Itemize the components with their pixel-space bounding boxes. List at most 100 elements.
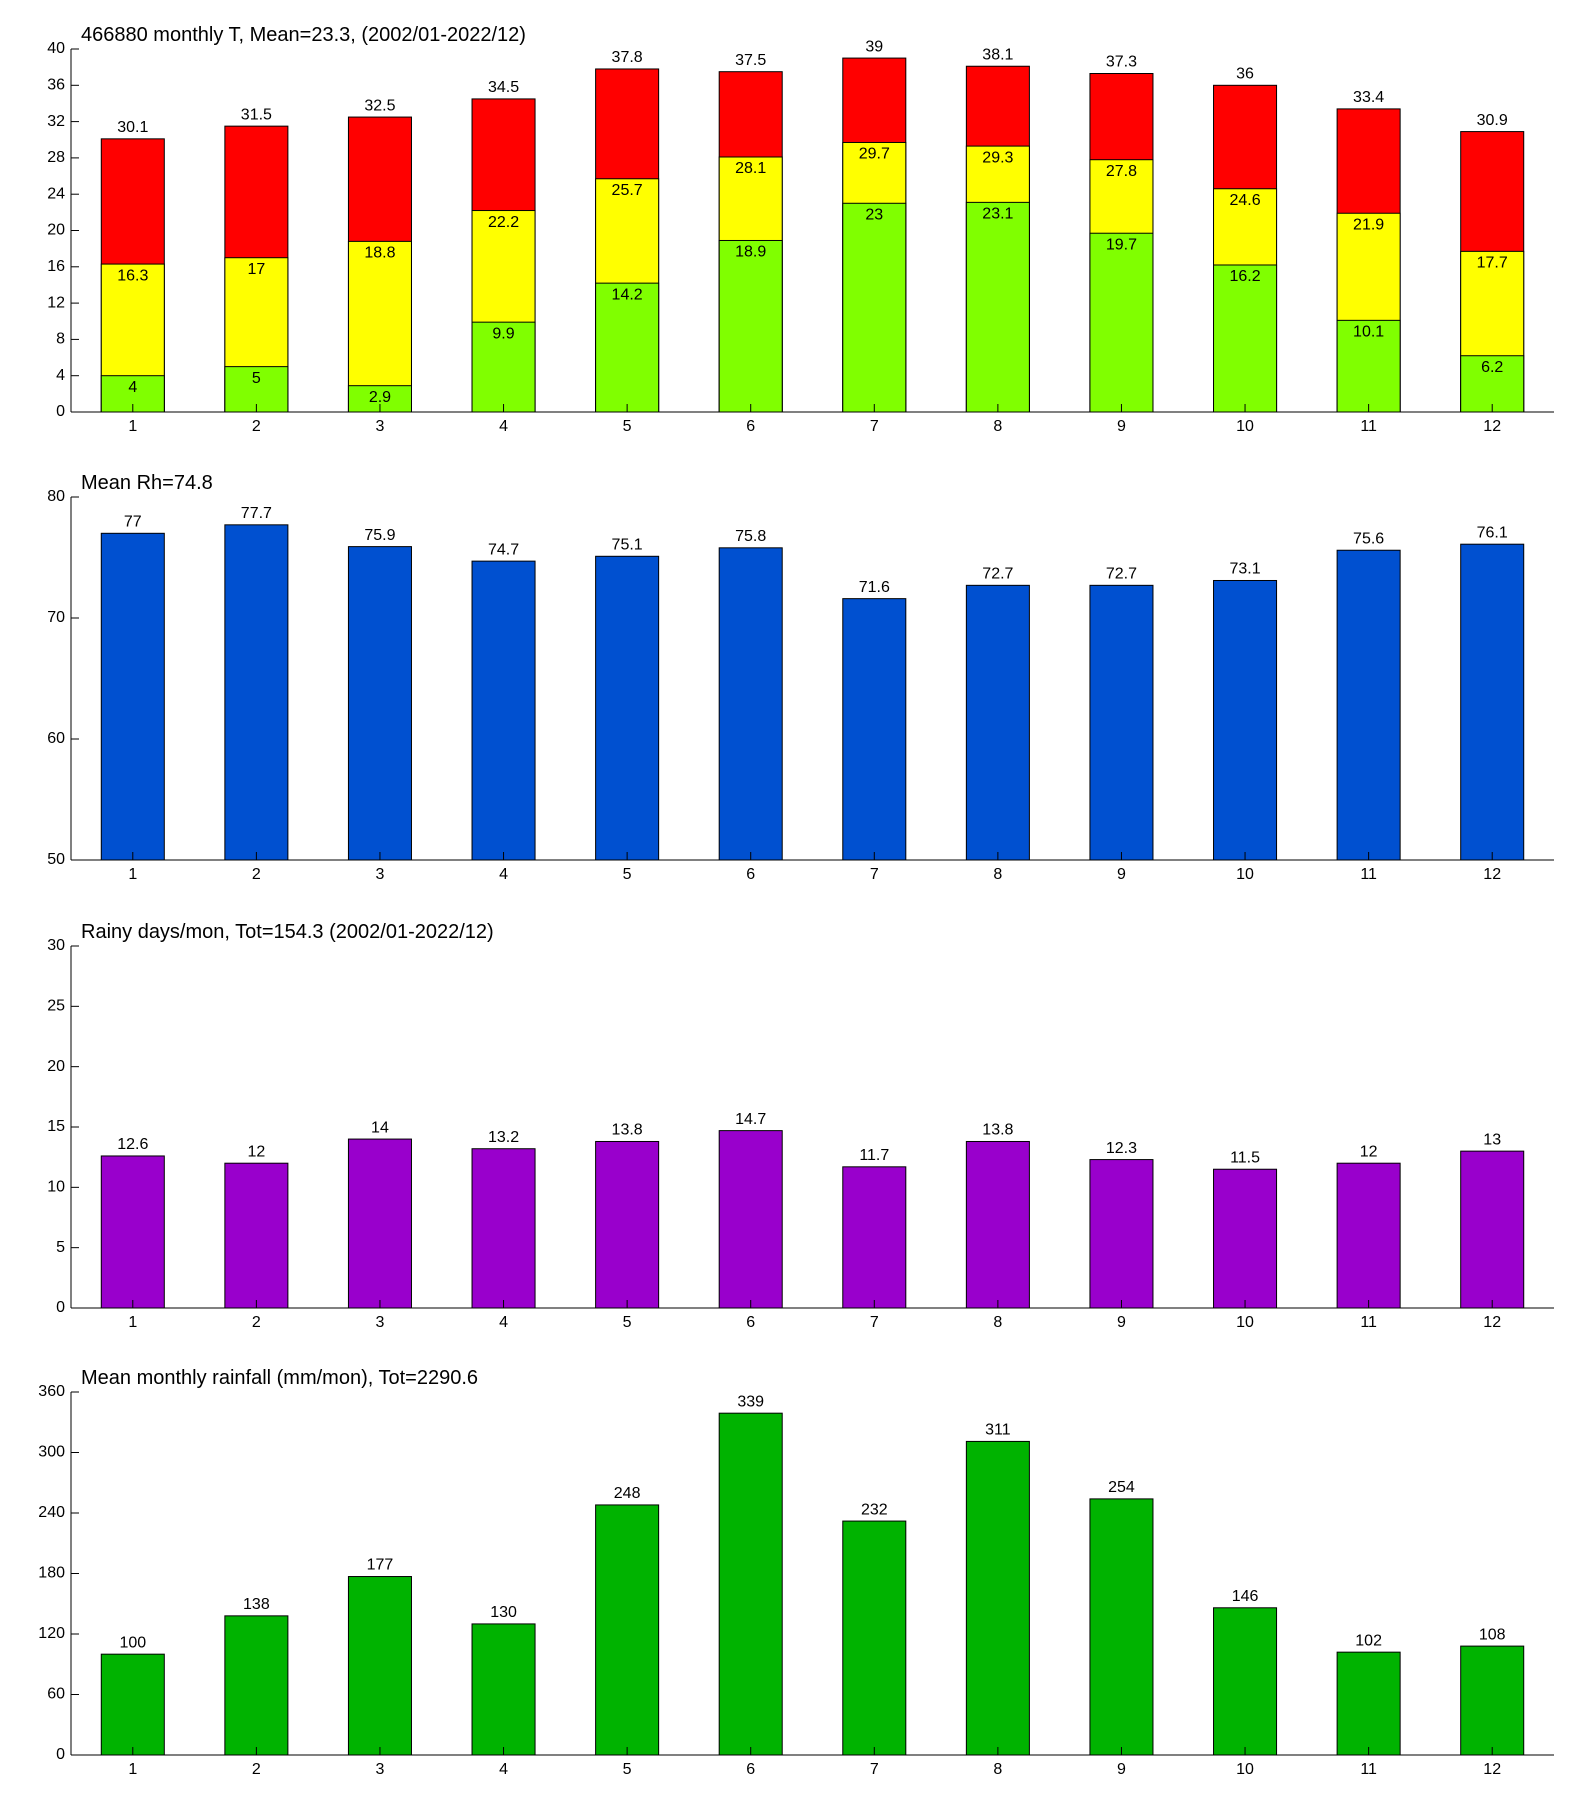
data-label: 232: [861, 1501, 888, 1518]
data-label: 339: [737, 1393, 764, 1410]
x-tick-label: 6: [746, 1761, 755, 1778]
x-tick-label: 7: [870, 1314, 879, 1331]
data-label: 72.7: [982, 566, 1013, 583]
chart-title: Mean monthly rainfall (mm/mon), Tot=2290…: [81, 1367, 478, 1389]
x-tick-label: 2: [252, 1761, 261, 1778]
data-label: 36: [1236, 66, 1254, 83]
data-label: 11.7: [859, 1147, 889, 1164]
data-label: 13: [1483, 1131, 1501, 1148]
y-tick-label: 25: [47, 998, 65, 1015]
bar: [100, 532, 165, 861]
data-label: 75.8: [735, 528, 766, 545]
data-label: 74.7: [488, 541, 519, 558]
y-tick-label: 60: [47, 730, 65, 747]
x-tick-label: 8: [993, 866, 1002, 883]
data-label: 254: [1108, 1479, 1135, 1496]
x-tick-label: 11: [1360, 1314, 1377, 1331]
data-label: 16.2: [1229, 268, 1260, 285]
y-tick-label: 0: [56, 1746, 65, 1763]
data-label: 75.9: [364, 527, 395, 544]
y-tick-label: 8: [56, 331, 65, 348]
x-tick-label: 6: [746, 418, 755, 435]
data-label: 14: [371, 1119, 389, 1136]
data-label: 16.3: [117, 267, 148, 284]
x-tick-label: 5: [623, 1314, 632, 1331]
bar: [595, 1140, 660, 1309]
bar: [1089, 1498, 1154, 1756]
y-tick-label: 28: [47, 149, 65, 166]
data-label: 12: [1360, 1143, 1378, 1160]
x-tick-label: 10: [1236, 1761, 1254, 1778]
bar: [595, 555, 660, 861]
y-tick-label: 360: [38, 1383, 65, 1400]
x-tick-label: 3: [376, 418, 385, 435]
x-tick-label: 4: [499, 866, 508, 883]
y-tick-label: 120: [38, 1625, 65, 1642]
data-label: 25.7: [612, 182, 643, 199]
y-tick-label: 300: [38, 1444, 65, 1461]
y-tick-label: 70: [47, 609, 65, 626]
bar: [471, 321, 536, 413]
data-label: 12: [247, 1143, 265, 1160]
chart-title: 466880 monthly T, Mean=23.3, (2002/01-20…: [81, 24, 526, 46]
x-tick-label: 12: [1483, 866, 1501, 883]
data-label: 33.4: [1353, 89, 1384, 106]
x-tick-label: 10: [1236, 866, 1254, 883]
x-tick-label: 9: [1117, 866, 1126, 883]
data-label: 17.7: [1477, 255, 1508, 272]
bar: [1213, 264, 1278, 413]
data-label: 30.9: [1477, 112, 1508, 129]
x-tick-label: 1: [128, 1761, 137, 1778]
data-label: 13.8: [982, 1122, 1013, 1139]
x-tick-label: 7: [870, 418, 879, 435]
y-tick-label: 10: [47, 1179, 65, 1196]
y-tick-label: 80: [47, 488, 65, 505]
bar: [1089, 1159, 1154, 1309]
y-tick-label: 0: [56, 403, 65, 420]
x-tick-label: 11: [1360, 1761, 1377, 1778]
data-label: 38.1: [982, 46, 1013, 63]
bar: [842, 598, 907, 861]
data-label: 23.1: [982, 206, 1013, 223]
data-label: 311: [985, 1422, 1011, 1439]
bar: [471, 1148, 536, 1309]
y-tick-label: 0: [56, 1299, 65, 1316]
x-tick-label: 4: [499, 418, 508, 435]
bar: [965, 1140, 1030, 1309]
data-label: 9.9: [492, 325, 514, 342]
bar: [1460, 1150, 1525, 1309]
bar: [1213, 1607, 1278, 1756]
data-label: 13.2: [488, 1129, 519, 1146]
x-tick-label: 12: [1483, 1761, 1501, 1778]
bar: [224, 1615, 289, 1756]
data-label: 5: [252, 370, 261, 387]
x-tick-label: 8: [993, 418, 1002, 435]
data-label: 10.1: [1353, 324, 1384, 341]
y-tick-label: 50: [47, 851, 65, 868]
data-label: 177: [367, 1557, 394, 1574]
x-tick-label: 7: [870, 1761, 879, 1778]
y-tick-label: 4: [56, 367, 65, 384]
data-label: 100: [119, 1634, 146, 1651]
data-label: 24.6: [1229, 192, 1260, 209]
data-label: 248: [614, 1485, 641, 1502]
data-label: 22.2: [488, 214, 519, 231]
x-tick-label: 11: [1360, 418, 1377, 435]
x-tick-label: 5: [623, 1761, 632, 1778]
bar: [1336, 1651, 1401, 1756]
y-tick-label: 60: [47, 1686, 65, 1703]
x-tick-label: 2: [252, 1314, 261, 1331]
data-label: 146: [1232, 1588, 1259, 1605]
y-tick-label: 240: [38, 1504, 65, 1521]
bar: [1089, 584, 1154, 861]
bar: [100, 1155, 165, 1309]
x-tick-label: 6: [746, 1314, 755, 1331]
x-tick-label: 7: [870, 866, 879, 883]
y-tick-label: 12: [47, 294, 65, 311]
data-label: 31.5: [241, 106, 272, 123]
data-label: 73.1: [1229, 561, 1260, 578]
x-tick-label: 4: [499, 1314, 508, 1331]
bar: [842, 202, 907, 413]
y-tick-label: 36: [47, 77, 65, 94]
